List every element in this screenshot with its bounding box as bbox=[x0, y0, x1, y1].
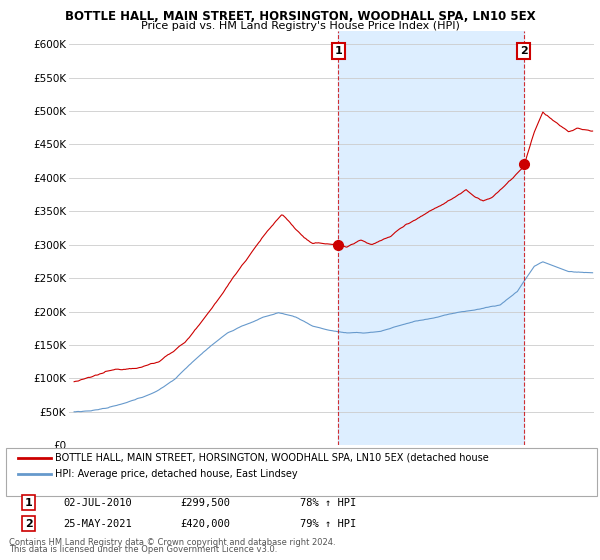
Text: BOTTLE HALL, MAIN STREET, HORSINGTON, WOODHALL SPA, LN10 5EX (detached house: BOTTLE HALL, MAIN STREET, HORSINGTON, WO… bbox=[55, 452, 489, 463]
Text: Price paid vs. HM Land Registry's House Price Index (HPI): Price paid vs. HM Land Registry's House … bbox=[140, 21, 460, 31]
Text: 2: 2 bbox=[520, 46, 527, 56]
Text: 78% ↑ HPI: 78% ↑ HPI bbox=[300, 498, 356, 508]
Text: This data is licensed under the Open Government Licence v3.0.: This data is licensed under the Open Gov… bbox=[9, 545, 277, 554]
Bar bbox=[338, 31, 524, 445]
Text: £420,000: £420,000 bbox=[180, 519, 230, 529]
Text: HPI: Average price, detached house, East Lindsey: HPI: Average price, detached house, East… bbox=[55, 469, 298, 479]
Text: 2: 2 bbox=[25, 519, 32, 529]
Text: £299,500: £299,500 bbox=[180, 498, 230, 508]
Text: 25-MAY-2021: 25-MAY-2021 bbox=[63, 519, 132, 529]
Text: 1: 1 bbox=[334, 46, 342, 56]
Text: BOTTLE HALL, MAIN STREET, HORSINGTON, WOODHALL SPA, LN10 5EX: BOTTLE HALL, MAIN STREET, HORSINGTON, WO… bbox=[65, 10, 535, 23]
Text: Contains HM Land Registry data © Crown copyright and database right 2024.: Contains HM Land Registry data © Crown c… bbox=[9, 538, 335, 547]
Text: 02-JUL-2010: 02-JUL-2010 bbox=[63, 498, 132, 508]
Text: 79% ↑ HPI: 79% ↑ HPI bbox=[300, 519, 356, 529]
Text: 1: 1 bbox=[25, 498, 32, 508]
